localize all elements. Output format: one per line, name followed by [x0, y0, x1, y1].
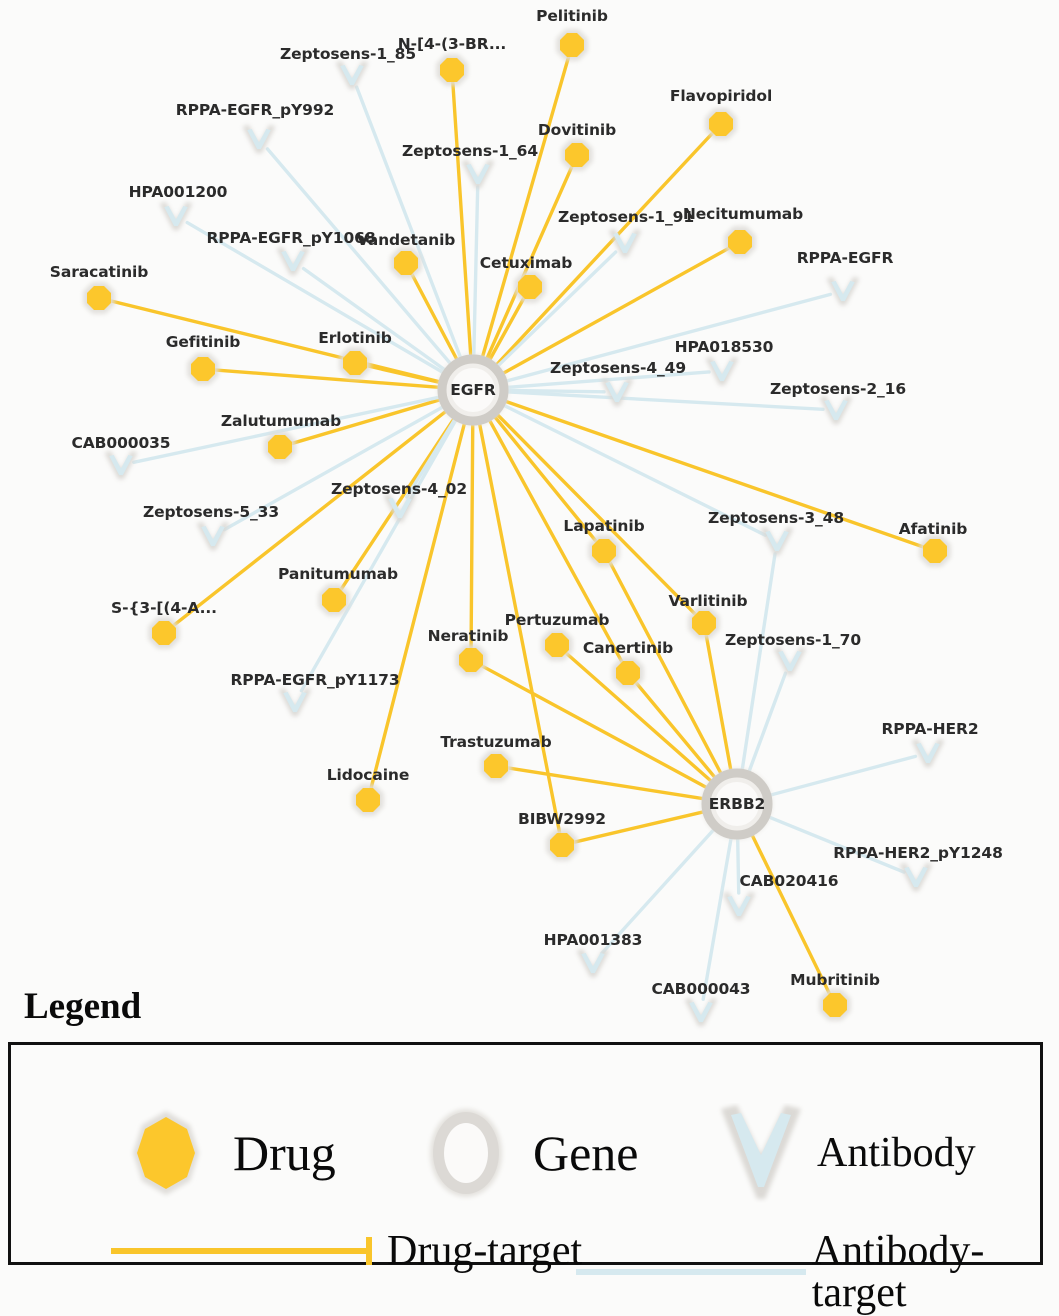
drug-target-edge [496, 248, 729, 377]
drug-node-dovitinib[interactable] [565, 143, 589, 167]
antibody-target-edge [304, 269, 452, 375]
drug-node-lidocaine[interactable] [356, 788, 380, 812]
legend-item-gene: Gene [411, 1103, 639, 1203]
drug-node-erlotinib[interactable] [343, 351, 367, 375]
drug-target-edge [489, 410, 595, 541]
legend-label-antibody: Antibody [817, 1132, 976, 1174]
legend-item-drug: Drug [111, 1103, 336, 1203]
antibody-target-edge-icon [571, 1252, 806, 1292]
legend-box: Drug Gene Antibody [8, 1042, 1043, 1265]
drug-node-saracatinib[interactable] [87, 286, 111, 310]
legend-shapes-row: Drug Gene Antibody [11, 1103, 1040, 1203]
network-canvas [0, 0, 1059, 1045]
drug-node-vandetanib[interactable] [394, 251, 418, 275]
drug-target-edge [482, 666, 714, 791]
drug-node-n4_3br[interactable] [440, 58, 464, 82]
drug-target-edge [341, 412, 458, 589]
antibody-target-edge [224, 403, 450, 530]
octagon-icon [111, 1103, 221, 1203]
drug-node-pelitinib[interactable] [560, 33, 584, 57]
antibody-target-edge [357, 87, 464, 366]
drug-target-edge [453, 83, 471, 364]
antibody-target-edge [746, 673, 785, 779]
legend-label-antibody-target: Antibody-target [812, 1230, 1040, 1314]
drug-target-edge [491, 408, 695, 613]
legend-label-drug-target: Drug-target [387, 1230, 582, 1272]
drug-node-varlitinib[interactable] [692, 611, 716, 635]
gene-node-inner [451, 368, 495, 412]
drug-node-flavopiridol[interactable] [709, 112, 733, 136]
drug-target-edge [471, 416, 473, 647]
chevron-v-icon [711, 1103, 811, 1203]
drug-node-zalutumumab[interactable] [268, 435, 292, 459]
antibody-target-edge [474, 187, 478, 364]
drug-node-canertinib[interactable] [616, 661, 640, 685]
legend-item-antibody: Antibody [711, 1103, 976, 1203]
drug-node-s3_4a[interactable] [152, 621, 176, 645]
antibody-target-edge [761, 814, 904, 872]
drug-node-lapatinib[interactable] [592, 539, 616, 563]
drug-target-edge [748, 827, 829, 993]
drug-node-afatinib[interactable] [923, 539, 947, 563]
drug-node-neratinib[interactable] [459, 648, 483, 672]
drug-node-pertuzumab[interactable] [545, 633, 569, 657]
drug-target-edge [216, 370, 447, 388]
antibody-target-edge [602, 823, 720, 953]
drug-target-edge [480, 57, 568, 365]
drug-node-panitumumab[interactable] [322, 588, 346, 612]
edge-layer [112, 57, 923, 999]
node-layer [83, 29, 950, 1026]
antibody-target-edge [703, 830, 732, 1000]
drug-node-bibw2992[interactable] [550, 833, 574, 857]
drug-target-edge [636, 683, 720, 784]
drug-target-edge [706, 636, 732, 779]
antibody-target-edge [499, 391, 823, 409]
legend-item-antibody-target: Antibody-target [571, 1230, 1040, 1314]
ring-icon [411, 1103, 521, 1203]
legend-edges-row: Drug-target Antibody-target [11, 1230, 1040, 1290]
legend-label-drug: Drug [233, 1128, 336, 1178]
gene-node-inner [715, 782, 759, 826]
drug-target-edge [575, 810, 712, 842]
drug-target-edge [498, 399, 923, 547]
antibody-target-edge [762, 756, 915, 797]
drug-node-cetuximab[interactable] [518, 275, 542, 299]
legend: Legend Drug Gene [0, 985, 1059, 1280]
legend-title: Legend [24, 985, 141, 1028]
antibody-target-edge [301, 413, 460, 691]
drug-target-edge [292, 397, 448, 443]
drug-node-necitumumab[interactable] [728, 230, 752, 254]
antibody-target-edge [492, 252, 616, 372]
legend-label-gene: Gene [533, 1128, 639, 1178]
drug-node-gefitinib[interactable] [191, 357, 215, 381]
drug-target-edge-icon [106, 1231, 381, 1271]
legend-item-drug-target: Drug-target [106, 1230, 582, 1272]
drug-node-trastuzumab[interactable] [484, 754, 508, 778]
